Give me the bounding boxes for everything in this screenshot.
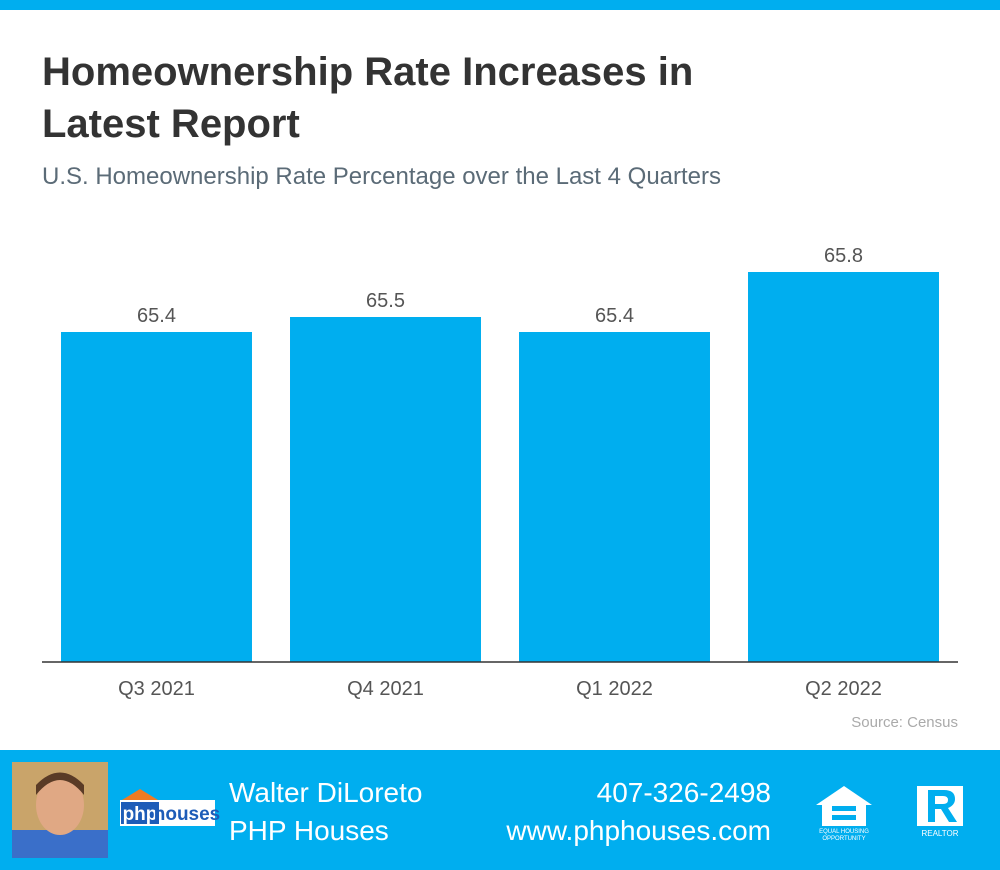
chart-title: Homeownership Rate Increases in (42, 50, 693, 94)
source: Source: Census (851, 714, 958, 731)
bar (61, 332, 252, 662)
top-strip (0, 0, 1000, 10)
value-label: 65.8 (824, 245, 863, 267)
x-tick-label: Q3 2021 (118, 678, 195, 700)
logo-text: houses (154, 804, 221, 825)
icon-text: OPPORTUNITY (822, 836, 865, 842)
x-tick-label: Q4 2021 (347, 678, 424, 700)
realtor-icon: REALTOR (917, 786, 963, 838)
value-label: 65.4 (595, 305, 634, 327)
agent-website: www.phphouses.com (505, 815, 771, 846)
logo-text: php (123, 804, 158, 825)
icon-text: REALTOR (921, 829, 958, 838)
icon-text: EQUAL HOUSING (819, 829, 869, 835)
x-tick-label: Q2 2022 (805, 678, 882, 700)
x-tick-label: Q1 2022 (576, 678, 653, 700)
chart-subtitle: U.S. Homeownership Rate Percentage over … (42, 163, 721, 190)
bar (519, 332, 710, 662)
agent-company: PHP Houses (229, 815, 389, 846)
chart-title: Latest Report (42, 102, 300, 146)
value-label: 65.5 (366, 290, 405, 312)
agent-name: Walter DiLoreto (229, 777, 422, 808)
value-label: 65.4 (137, 305, 176, 327)
bar (748, 272, 939, 662)
bar (290, 317, 481, 662)
agent-phone: 407-326-2498 (597, 777, 771, 808)
equal-housing-icon: EQUAL HOUSING OPPORTUNITY (816, 786, 872, 842)
php-logo: php houses (120, 789, 220, 826)
agent-photo (12, 762, 108, 858)
